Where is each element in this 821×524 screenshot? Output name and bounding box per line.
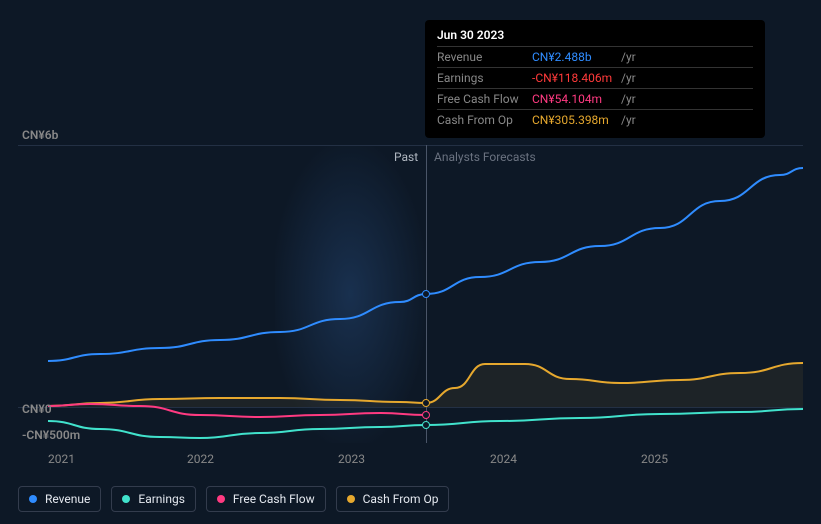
legend-label: Revenue xyxy=(45,492,90,506)
free_cash_flow-marker xyxy=(422,411,430,419)
tooltip-metric-label: Free Cash Flow xyxy=(437,92,532,106)
x-axis-label: 2025 xyxy=(641,452,668,466)
x-axis-label: 2023 xyxy=(338,452,365,466)
tooltip-row: Cash From OpCN¥305.398m/yr xyxy=(437,109,753,130)
y-axis-label: -CN¥500m xyxy=(22,428,80,442)
legend-cash_from_op[interactable]: Cash From Op xyxy=(336,486,450,512)
gridline-zero xyxy=(18,407,803,408)
chart-legend: Revenue Earnings Free Cash Flow Cash From O… xyxy=(18,486,449,512)
cash_from_op-marker xyxy=(422,399,430,407)
tooltip-metric-value: CN¥305.398m xyxy=(532,113,617,127)
tooltip-metric-value: -CN¥118.406m xyxy=(532,71,617,85)
tooltip-unit: /yr xyxy=(621,113,636,127)
tooltip-row: Free Cash FlowCN¥54.104m/yr xyxy=(437,88,753,109)
legend-revenue[interactable]: Revenue xyxy=(18,486,101,512)
tooltip-metric-value: CN¥54.104m xyxy=(532,92,617,106)
data-tooltip: Jun 30 2023 RevenueCN¥2.488b/yrEarnings-… xyxy=(425,20,765,138)
highlight-band xyxy=(275,145,425,443)
forecasts-label: Analysts Forecasts xyxy=(434,150,536,164)
legend-earnings[interactable]: Earnings xyxy=(111,486,196,512)
legend-label: Earnings xyxy=(138,492,185,506)
gridline-top xyxy=(18,145,803,146)
legend-dot-icon xyxy=(122,495,130,503)
tooltip-unit: /yr xyxy=(621,50,636,64)
tooltip-date: Jun 30 2023 xyxy=(437,28,753,46)
revenue-marker xyxy=(422,290,430,298)
legend-dot-icon xyxy=(29,495,37,503)
legend-label: Cash From Op xyxy=(363,492,439,506)
tooltip-unit: /yr xyxy=(621,71,636,85)
tooltip-row: Earnings-CN¥118.406m/yr xyxy=(437,67,753,88)
x-axis-label: 2021 xyxy=(48,452,75,466)
tooltip-metric-label: Revenue xyxy=(437,50,532,64)
legend-label: Free Cash Flow xyxy=(233,492,315,506)
tooltip-metric-label: Earnings xyxy=(437,71,532,85)
tooltip-metric-value: CN¥2.488b xyxy=(532,50,617,64)
y-axis-label: CN¥0 xyxy=(22,402,52,416)
legend-dot-icon xyxy=(347,495,355,503)
x-axis-label: 2024 xyxy=(490,452,517,466)
legend-free_cash_flow[interactable]: Free Cash Flow xyxy=(206,486,326,512)
tooltip-metric-label: Cash From Op xyxy=(437,113,532,127)
earnings-marker xyxy=(422,421,430,429)
past-label: Past xyxy=(394,150,418,164)
tooltip-unit: /yr xyxy=(621,92,636,106)
y-axis-label: CN¥6b xyxy=(22,128,58,142)
legend-dot-icon xyxy=(217,495,225,503)
x-axis-label: 2022 xyxy=(187,452,214,466)
tooltip-row: RevenueCN¥2.488b/yr xyxy=(437,46,753,67)
